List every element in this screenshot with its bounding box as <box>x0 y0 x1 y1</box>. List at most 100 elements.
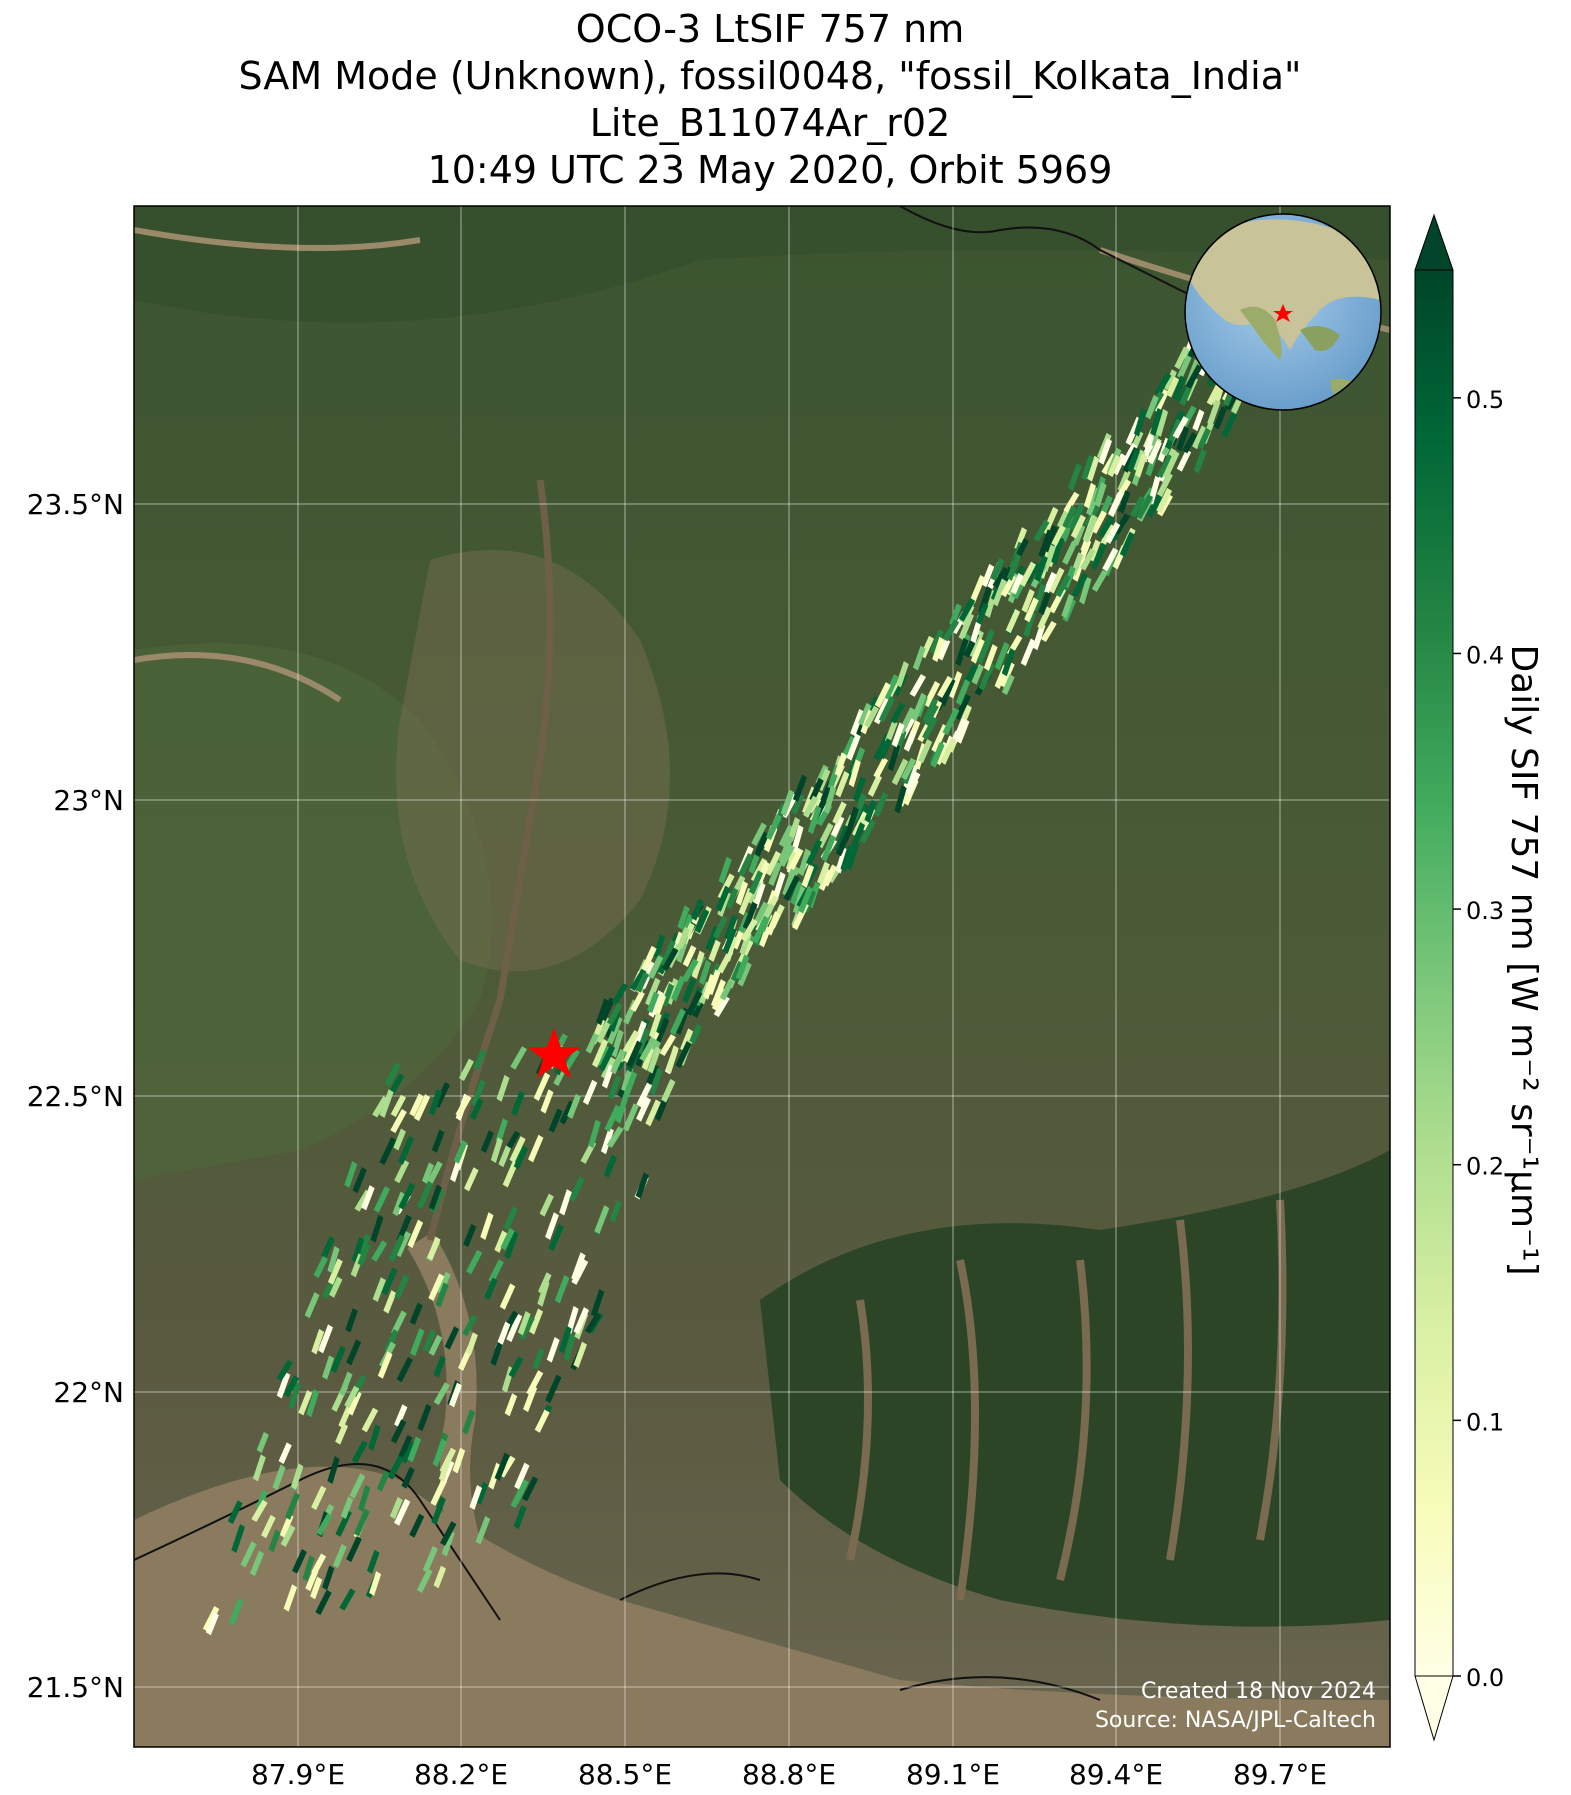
sif-pixel <box>809 777 824 802</box>
sif-pixel <box>567 1093 581 1119</box>
sif-pixel <box>582 1079 598 1105</box>
sif-pixel <box>1146 494 1163 518</box>
sif-pixel <box>340 1496 354 1519</box>
sif-pixel <box>606 1126 624 1148</box>
sif-pixel <box>252 1454 266 1482</box>
sif-pixel <box>462 1314 478 1337</box>
sif-pixel <box>329 1276 343 1298</box>
sif-pixel <box>390 1419 407 1444</box>
sif-pixel <box>765 814 782 841</box>
colorbar-tick-label: 0.1 <box>1466 1408 1504 1436</box>
sif-pixel <box>1154 372 1172 396</box>
sif-pixel <box>1156 487 1173 514</box>
sif-pixel <box>321 1236 335 1259</box>
sif-pixel <box>523 1385 538 1413</box>
sif-pixel <box>636 1082 653 1108</box>
sif-pixel <box>740 918 758 942</box>
sif-pixel <box>1091 569 1108 592</box>
western-cropland <box>134 643 492 1180</box>
sif-pixel <box>463 1223 477 1248</box>
sif-pixel <box>332 1543 347 1569</box>
sif-pixel <box>1150 407 1163 437</box>
sif-pixel <box>357 1242 371 1267</box>
sif-pixel <box>407 1436 422 1463</box>
sif-pixel <box>280 1524 296 1547</box>
sif-pixel <box>494 1452 510 1481</box>
sif-pixel <box>641 1046 654 1071</box>
sif-pixel <box>522 1476 539 1502</box>
sif-pixel <box>401 1466 415 1489</box>
sif-pixel <box>911 692 927 722</box>
sif-pixel <box>311 1553 327 1575</box>
sif-pixel <box>390 1109 407 1134</box>
sif-pixel <box>372 1277 386 1303</box>
sif-pixel <box>939 677 956 707</box>
sif-pixel <box>255 1489 268 1512</box>
sif-pixel <box>778 824 794 848</box>
sif-pixel <box>1192 409 1205 432</box>
sif-pixel <box>648 1012 662 1039</box>
sif-pixel <box>596 998 610 1026</box>
sif-pixel <box>798 848 811 877</box>
sif-pixel <box>955 679 971 706</box>
sif-pixel <box>1081 454 1094 481</box>
sif-pixel <box>422 1329 436 1353</box>
sif-pixel <box>1176 449 1192 472</box>
sif-pixel <box>428 1088 442 1116</box>
sif-pixel <box>930 742 945 768</box>
colorbar-tick-label: 0.2 <box>1466 1153 1504 1181</box>
sif-pixel <box>691 950 705 979</box>
sif-pixel <box>791 824 804 854</box>
sif-pixel <box>379 1089 394 1118</box>
sif-pixel <box>645 977 661 1007</box>
sif-pixel <box>873 792 889 818</box>
sif-pixel <box>640 945 657 973</box>
sif-pixel <box>366 1549 380 1574</box>
coastline <box>134 1463 1101 1701</box>
sif-pixel <box>1079 576 1092 605</box>
sif-pixel <box>391 1310 407 1336</box>
title-line-1: OCO-3 LtSIF 757 nm <box>575 7 965 51</box>
sif-pixel <box>713 995 730 1018</box>
sif-pixel <box>1001 674 1015 696</box>
hooghly-estuary <box>407 1232 574 1747</box>
sif-pixel <box>502 1160 519 1188</box>
sif-pixel <box>757 903 775 925</box>
sif-pixel <box>517 1311 531 1336</box>
sif-pixel <box>545 1212 559 1240</box>
sif-pixel <box>414 1094 431 1122</box>
sif-pixel <box>427 1161 443 1184</box>
sif-pixel <box>611 982 629 1005</box>
sif-pixel <box>979 629 995 657</box>
sif-pixel <box>735 880 749 906</box>
sif-pixel <box>675 1007 690 1035</box>
sif-pixel <box>983 644 998 671</box>
sif-pixel <box>1010 572 1024 595</box>
sif-pixel <box>682 945 697 967</box>
sif-pixel <box>648 955 664 980</box>
sif-pixel <box>666 1045 679 1074</box>
sif-pixel <box>806 838 823 866</box>
sif-pixel <box>846 733 861 761</box>
sif-pixel <box>272 1464 286 1491</box>
sif-pixel <box>496 1074 510 1102</box>
sif-pixel <box>473 1048 487 1071</box>
sif-pixel <box>864 799 877 823</box>
sif-pixel <box>292 1549 307 1574</box>
sif-pixel <box>249 1550 265 1577</box>
title-line-3: Lite_B11074Ar_r02 <box>589 101 951 145</box>
sif-pixel <box>1037 606 1052 630</box>
northern-forest <box>134 206 1390 323</box>
sif-pixel <box>1067 463 1082 491</box>
sif-pixel <box>1134 453 1148 478</box>
sif-pixel <box>376 1470 390 1492</box>
sif-pixel <box>635 1038 649 1068</box>
sif-pixel <box>559 1100 575 1125</box>
sif-pixel <box>645 1099 661 1127</box>
sif-pixel <box>1168 418 1182 443</box>
sif-pixel <box>682 977 697 1003</box>
sif-pixel <box>629 968 647 991</box>
sif-pixel <box>1133 407 1147 437</box>
sif-pixel <box>725 887 739 910</box>
sif-pixel <box>970 638 986 664</box>
